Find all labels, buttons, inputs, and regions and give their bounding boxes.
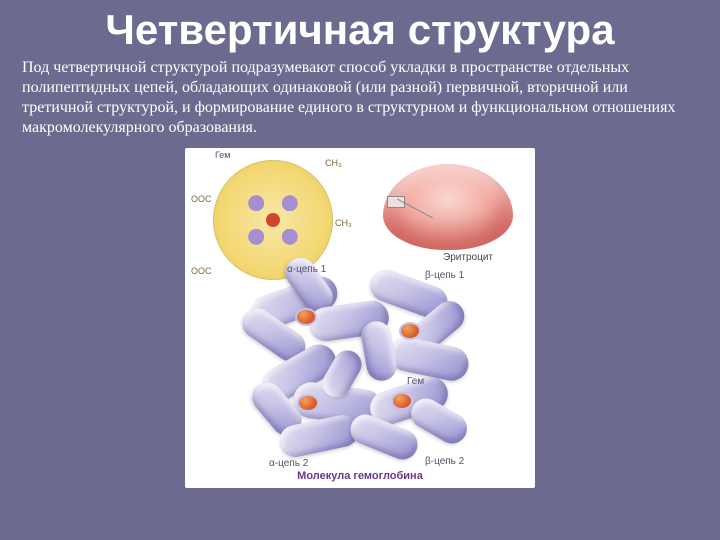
slide-title: Четвертичная структура xyxy=(0,0,720,54)
chain-label-alpha2: α-цепь 2 xyxy=(269,458,308,469)
chem-formula: OOC xyxy=(191,266,212,276)
figure-container: Гем OOC OOC CH₃ CH₃ Эритроцит xyxy=(0,148,720,488)
heme-ring-icon xyxy=(213,160,333,280)
chem-formula: OOC xyxy=(191,194,212,204)
heme-dot-icon xyxy=(299,396,317,410)
chain-label-alpha1: α-цепь 1 xyxy=(287,264,326,275)
chain-label-gem: Гем xyxy=(407,376,424,387)
iron-center xyxy=(266,213,280,227)
chem-formula: CH₃ xyxy=(335,218,352,228)
chem-formula: CH₃ xyxy=(325,158,342,168)
heme-dot-icon xyxy=(401,324,419,338)
figure-caption: Молекула гемоглобина xyxy=(185,470,535,482)
hemoglobin-molecule: α-цепь 1 β-цепь 1 α-цепь 2 β-цепь 2 Гем xyxy=(239,266,479,466)
heme-dot-icon xyxy=(393,394,411,408)
erythrocyte-label: Эритроцит xyxy=(443,252,493,263)
chain-label-beta1: β-цепь 1 xyxy=(425,270,464,281)
heme-dot-icon xyxy=(297,310,315,324)
heme-label: Гем xyxy=(215,150,230,160)
body-paragraph: Под четвертичной структурой подразумеваю… xyxy=(0,54,720,138)
chain-label-beta2: β-цепь 2 xyxy=(425,456,464,467)
hemoglobin-figure: Гем OOC OOC CH₃ CH₃ Эритроцит xyxy=(185,148,535,488)
